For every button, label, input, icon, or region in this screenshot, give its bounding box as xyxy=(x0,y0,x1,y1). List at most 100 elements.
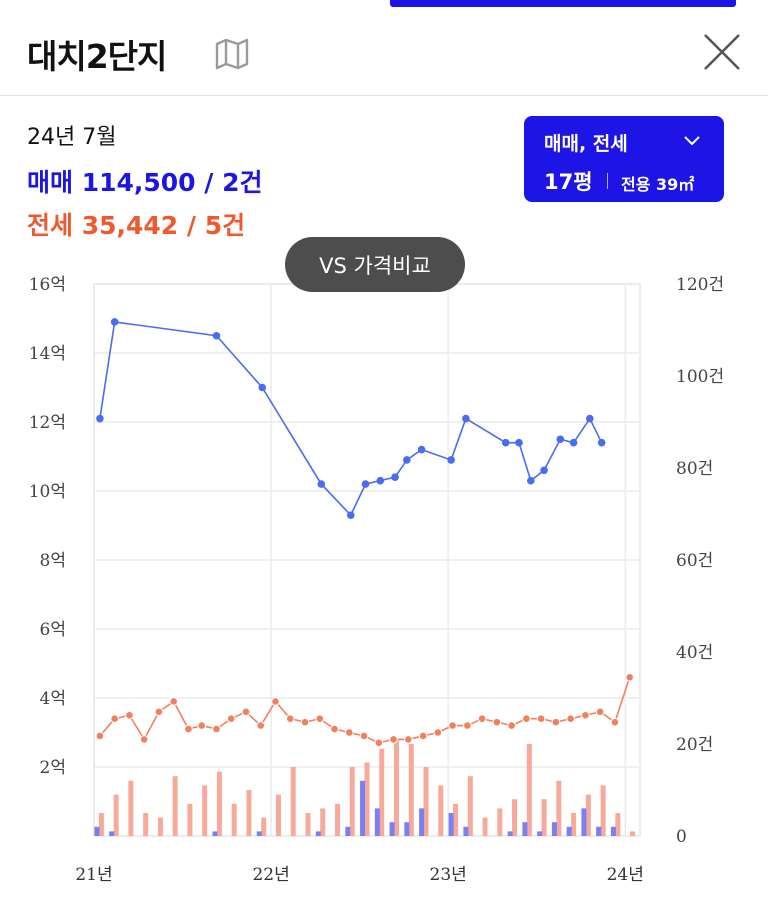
sale-price-point xyxy=(586,414,594,423)
jeonse-summary: 전세 35,442 / 5건 xyxy=(27,211,246,240)
jeonse-volume-bar xyxy=(408,744,414,836)
jeonse-volume-bar xyxy=(290,767,296,836)
sale-price-point xyxy=(403,456,411,464)
jeonse-volume-bar xyxy=(482,817,488,836)
jeonse-volume-bar xyxy=(216,771,222,836)
jeonse-volume-bar xyxy=(231,803,237,836)
sale-volume-bar xyxy=(551,822,557,836)
jeonse-price-point xyxy=(492,717,502,727)
sale-price-point xyxy=(569,438,578,447)
chart-grid xyxy=(93,283,641,837)
sale-volume-bar xyxy=(212,831,218,836)
sale-price-point xyxy=(417,445,426,454)
jeonse-price-point xyxy=(463,721,472,730)
jeonse-volume-bar xyxy=(615,813,621,836)
jeonse-volume-bar xyxy=(143,813,149,836)
jeonse-price-point xyxy=(315,714,325,724)
jeonse-volume-bar xyxy=(585,794,591,836)
sale-volume-bar xyxy=(522,822,528,836)
deal-type-filter-button[interactable]: 매매, 전세 17평 전용 39㎡ xyxy=(524,116,724,202)
jeonse-volume-bar xyxy=(423,767,429,836)
jeonse-volume-bar xyxy=(275,794,281,836)
y-right-tick-label: 40건 xyxy=(676,643,713,663)
filter-type-label: 매매, 전세 xyxy=(544,133,628,155)
jeonse-price-point xyxy=(125,710,134,720)
sale-volume-bar xyxy=(537,831,543,836)
sale-price-point xyxy=(527,476,535,485)
jeonse-price-point xyxy=(522,714,531,724)
sale-volume-bar xyxy=(610,826,616,836)
y-left-tick-label: 4억 xyxy=(40,689,66,709)
jeonse-price-point xyxy=(359,731,369,741)
jeonse-price-point xyxy=(241,707,251,717)
sale-price-line xyxy=(99,321,603,517)
jeonse-price-point xyxy=(197,721,207,730)
sale-price-point xyxy=(597,438,606,447)
top-indicator-bar xyxy=(390,0,736,7)
jeonse-price-point xyxy=(226,714,236,724)
jeonse-volume-bar xyxy=(98,813,104,836)
jeonse-volume-bar xyxy=(246,790,252,836)
jeonse-price-point xyxy=(154,707,164,717)
selected-date: 24년 7월 xyxy=(27,125,117,150)
y-right-tick-label: 120건 xyxy=(676,275,724,295)
sale-price-point xyxy=(258,383,267,392)
close-icon[interactable] xyxy=(700,30,744,74)
map-icon[interactable] xyxy=(214,38,250,70)
filter-separator xyxy=(607,173,608,189)
jeonse-volume-bar xyxy=(512,799,518,836)
y-left-tick-label: 10억 xyxy=(29,482,66,502)
vs-compare-button[interactable]: VS 가격비교 xyxy=(285,237,465,292)
jeonse-price-point xyxy=(184,724,193,734)
y-left-tick-label: 16억 xyxy=(29,275,66,295)
jeonse-price-point xyxy=(404,735,413,744)
jeonse-price-point xyxy=(418,731,428,741)
y-left-tick-label: 2억 xyxy=(40,758,66,778)
jeonse-volume-bar xyxy=(571,813,577,836)
jeonse-price-point xyxy=(110,714,119,724)
jeonse-volume-bar xyxy=(438,785,444,836)
sale-price-point xyxy=(110,318,119,326)
page-title: 대치2단지 xyxy=(27,37,167,76)
jeonse-volume-bar xyxy=(320,808,326,836)
y-right-tick-label: 20건 xyxy=(676,735,713,755)
jeonse-price-point xyxy=(271,697,280,706)
filter-pyeong-label: 17평 xyxy=(544,170,593,194)
jeonse-volume-bar xyxy=(467,776,473,836)
sale-volume-bar xyxy=(448,813,454,836)
x-tick-label: 22년 xyxy=(252,865,289,885)
sale-volume-bar xyxy=(566,826,572,836)
jeonse-volume-bar xyxy=(541,799,547,836)
jeonse-price-point xyxy=(330,724,339,734)
sale-volume-bar xyxy=(360,780,366,836)
jeonse-volume-bar xyxy=(630,831,636,836)
x-tick-label: 23년 xyxy=(430,865,467,885)
y-left-tick-label: 14억 xyxy=(29,344,66,364)
sale-volume-bar xyxy=(581,808,587,836)
sale-price-point xyxy=(212,331,221,340)
sale-price-point xyxy=(540,466,548,475)
jeonse-price-point xyxy=(448,721,457,730)
jeonse-price-point xyxy=(595,707,605,717)
jeonse-price-point xyxy=(566,714,575,724)
jeonse-price-point xyxy=(95,731,105,741)
jeonse-price-point xyxy=(374,738,384,748)
y-right-tick-label: 80건 xyxy=(676,459,713,479)
sale-volume-bar xyxy=(256,831,262,836)
chevron-down-icon xyxy=(684,136,700,146)
jeonse-price-point xyxy=(581,710,590,720)
sale-summary: 매매 114,500 / 2건 xyxy=(27,168,263,197)
sale-volume-bar xyxy=(109,831,115,836)
sale-price-point xyxy=(462,414,470,423)
sale-price-point xyxy=(317,480,326,488)
jeonse-volume-bar xyxy=(305,813,311,836)
sale-volume-bar xyxy=(404,822,410,836)
sale-volume-bar xyxy=(374,808,380,836)
sale-volume-bar xyxy=(507,831,513,836)
jeonse-price-point xyxy=(256,721,266,730)
y-left-tick-label: 6억 xyxy=(40,620,66,640)
sale-volume-bar xyxy=(463,826,469,836)
jeonse-volume-bar xyxy=(157,817,163,836)
jeonse-volume-bar xyxy=(394,739,400,836)
jeonse-volume-bar xyxy=(334,803,340,836)
